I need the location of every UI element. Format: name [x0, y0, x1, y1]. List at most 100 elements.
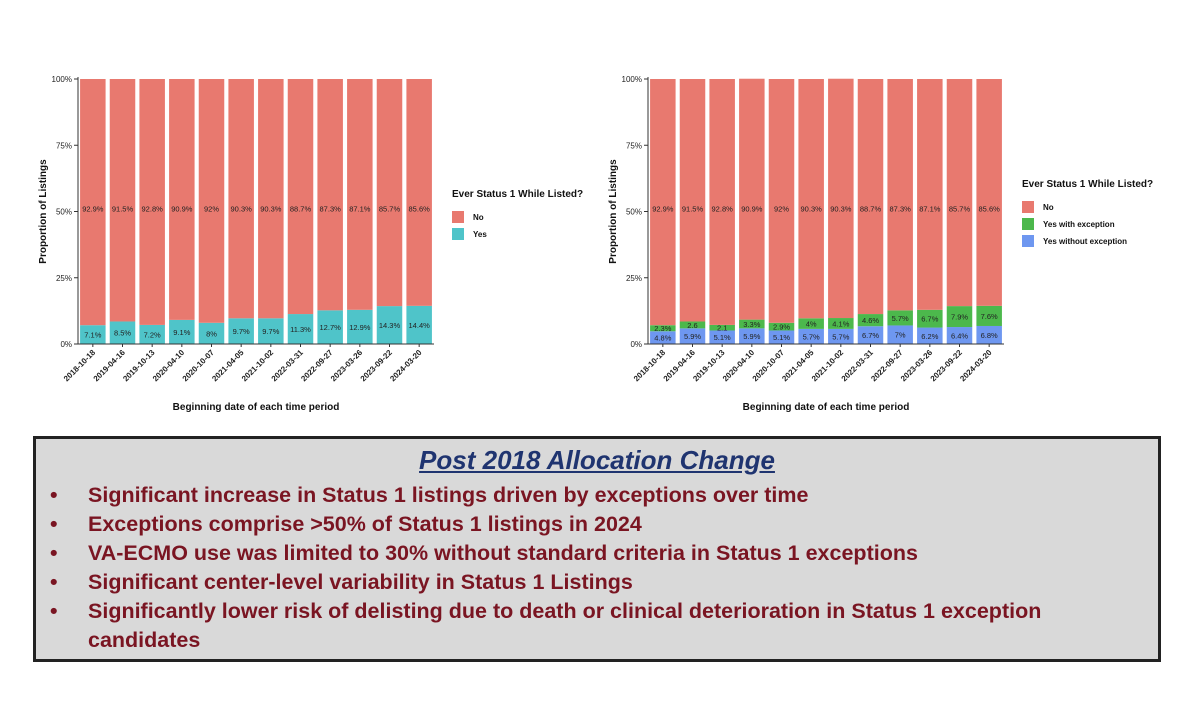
data-label: 92%	[204, 205, 219, 214]
data-label: 7.2%	[144, 330, 161, 339]
data-label: 5.7%	[892, 314, 909, 323]
data-label: 91.5%	[112, 205, 134, 214]
bar-segment	[857, 326, 884, 344]
data-label: 4.8%	[654, 334, 671, 343]
bar-segment	[679, 328, 706, 344]
y-tick-label: 50%	[56, 208, 72, 217]
bar-segment	[650, 325, 676, 332]
data-label: 88.7%	[860, 205, 882, 214]
data-label: 7.6%	[981, 312, 998, 321]
legend-label: No	[473, 213, 484, 222]
summary-bullet-text: Exceptions comprise >50% of Status 1 lis…	[88, 512, 642, 536]
bar-segment	[917, 327, 943, 344]
data-label: 6.7%	[862, 331, 879, 340]
bar-segment	[739, 78, 765, 320]
bar-segment	[406, 79, 432, 306]
data-label: 7.9%	[951, 313, 968, 322]
data-label: 90.3%	[801, 205, 823, 214]
legend-title: Ever Status 1 While Listed?	[1022, 179, 1153, 190]
chart-status1-by-exception: 0% 25% 50% 75% 100% Proportion of Listings 4.8…	[608, 75, 1153, 413]
bar-segment	[317, 79, 343, 311]
bar-segment	[887, 79, 913, 311]
legend-swatch	[452, 211, 464, 223]
bar-segment	[80, 325, 106, 344]
data-label: 85.6%	[409, 205, 431, 214]
bar-segment	[946, 327, 973, 344]
x-tick-label: 2024-03-20	[958, 348, 994, 384]
bar-segment	[946, 306, 973, 328]
bar-segment	[709, 324, 735, 331]
data-label: 2.1	[717, 324, 727, 333]
data-label: 92.8%	[712, 205, 734, 214]
bar-segment	[828, 318, 854, 329]
bullet-dot: •	[50, 570, 58, 594]
data-label: 90.3%	[231, 205, 253, 214]
bar-segment	[139, 79, 165, 325]
bar-segment	[976, 325, 1002, 344]
legend-label: Yes with exception	[1043, 220, 1115, 229]
data-label: 11.3%	[290, 325, 311, 334]
data-label: 12.9%	[349, 323, 371, 332]
data-label: 85.7%	[949, 205, 971, 214]
bar-segment	[228, 318, 254, 344]
bar-segment	[287, 79, 314, 315]
legend-title: Ever Status 1 While Listed?	[452, 189, 583, 200]
summary-bullet-text: VA-ECMO use was limited to 30% without s…	[88, 541, 918, 565]
bar-segment	[768, 79, 795, 323]
bar-segment	[887, 310, 913, 326]
legend-swatch	[1022, 218, 1034, 230]
bar-segment	[347, 309, 373, 344]
bar-segment	[798, 318, 824, 329]
data-label: 92.9%	[82, 205, 104, 214]
bar-segment	[679, 321, 706, 329]
data-label: 87.3%	[320, 205, 342, 214]
data-label: 4.1%	[832, 319, 849, 328]
x-tick-label: 2024-03-20	[388, 348, 424, 384]
data-label: 12.7%	[320, 323, 342, 332]
bar-segment	[798, 79, 824, 319]
data-label: 6.2%	[921, 332, 938, 341]
data-label: 3.3%	[743, 320, 760, 329]
bar-segment	[739, 319, 765, 329]
data-label: 7%	[895, 331, 906, 340]
bar-segment	[828, 328, 854, 344]
data-label: 8.5%	[114, 329, 131, 338]
bar-segment	[406, 305, 432, 344]
data-label: 87.3%	[890, 205, 912, 214]
data-label: 2.9%	[773, 323, 790, 332]
y-tick-label: 0%	[630, 340, 642, 349]
bar-segment	[976, 79, 1002, 306]
summary-bullet: • VA-ECMO use was limited to 30% without …	[48, 539, 1138, 568]
summary-title: Post 2018 Allocation Change	[419, 445, 775, 475]
bar-segment	[768, 322, 795, 331]
data-label: 5.1%	[773, 333, 790, 342]
bar-segment	[258, 318, 284, 344]
bar-segment	[709, 79, 735, 325]
data-label: 4%	[806, 320, 817, 329]
summary-bullet-text: Significantly lower risk of delisting du…	[88, 599, 1042, 652]
y-tick-label: 75%	[56, 141, 72, 150]
bar-segment	[376, 306, 403, 344]
bar-segment	[679, 79, 706, 322]
bullet-dot: •	[50, 512, 58, 536]
legend-swatch	[452, 228, 464, 240]
bar-segment	[709, 330, 735, 344]
x-axis-title: Beginning date of each time period	[173, 402, 340, 413]
bar-segment	[739, 328, 765, 344]
bar-segment	[887, 325, 913, 344]
legend-swatch	[1022, 201, 1034, 213]
data-label: 5.7%	[803, 332, 820, 341]
legend-swatch	[1022, 235, 1034, 247]
data-label: 14.4%	[409, 321, 431, 330]
data-label: 7.1%	[84, 331, 101, 340]
bar-segment	[376, 79, 403, 307]
y-tick-label: 0%	[60, 340, 72, 349]
summary-bullet: • Exceptions comprise >50% of Status 1 li…	[48, 510, 1138, 539]
bar-segment	[139, 324, 165, 344]
data-label: 85.6%	[979, 205, 1001, 214]
data-label: 90.9%	[741, 205, 763, 214]
bar-segment	[946, 79, 973, 307]
data-label: 4.6%	[862, 316, 879, 325]
bar-segment	[347, 79, 373, 310]
data-label: 6.4%	[951, 332, 968, 341]
